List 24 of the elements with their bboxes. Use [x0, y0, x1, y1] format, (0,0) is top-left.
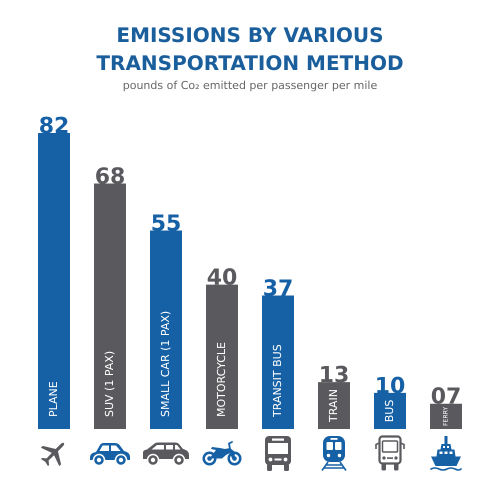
bar [38, 133, 70, 429]
data-label: 10 [374, 374, 406, 399]
chart-subtitle: pounds of Co₂ emitted per passenger per mile [122, 78, 378, 94]
x-tick-label: BUS [382, 400, 396, 422]
bar [150, 230, 182, 429]
x-tick-label: TRAIN [326, 389, 340, 423]
bar [374, 392, 406, 429]
x-tick-label: MOTORCYCLE [214, 342, 228, 417]
bar [94, 184, 126, 429]
bar [430, 404, 462, 429]
bar [318, 382, 350, 429]
data-label: 55 [150, 211, 182, 236]
x-tick-label: SMALL CAR (1 PAX) [158, 310, 172, 417]
data-label: 82 [38, 114, 70, 139]
data-label: 13 [318, 363, 350, 388]
data-label: 40 [206, 266, 238, 291]
data-label: 68 [94, 164, 126, 190]
x-tick-label: PLANE [46, 381, 60, 417]
x-tick-label: TRANSIT BUS [270, 344, 284, 418]
bar [262, 295, 294, 429]
bar [206, 284, 238, 429]
chart-title: EMISSIONS BY VARIOUS TRANSPORTATION METHOD [95, 22, 405, 77]
x-tick-label: SUV (1 PAX) [102, 350, 116, 417]
data-label: 37 [262, 276, 294, 302]
